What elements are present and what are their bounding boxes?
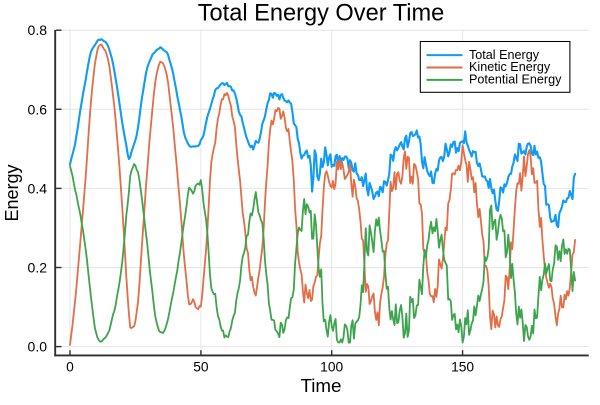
svg-text:0.8: 0.8 <box>28 22 48 38</box>
svg-text:0.6: 0.6 <box>28 101 48 117</box>
svg-text:Kinetic Energy: Kinetic Energy <box>469 60 551 74</box>
svg-text:Total Energy: Total Energy <box>469 48 540 62</box>
svg-text:0: 0 <box>66 359 74 374</box>
svg-text:Potential Energy: Potential Energy <box>469 73 562 87</box>
svg-text:Total Energy Over Time: Total Energy Over Time <box>198 0 445 26</box>
svg-text:0.0: 0.0 <box>28 339 48 355</box>
svg-text:Time: Time <box>300 375 341 396</box>
svg-text:0.2: 0.2 <box>28 260 48 276</box>
svg-text:0.4: 0.4 <box>28 180 48 196</box>
svg-text:50: 50 <box>193 359 209 374</box>
svg-text:Energy: Energy <box>2 164 22 221</box>
svg-text:100: 100 <box>320 359 343 374</box>
svg-text:150: 150 <box>451 359 474 374</box>
